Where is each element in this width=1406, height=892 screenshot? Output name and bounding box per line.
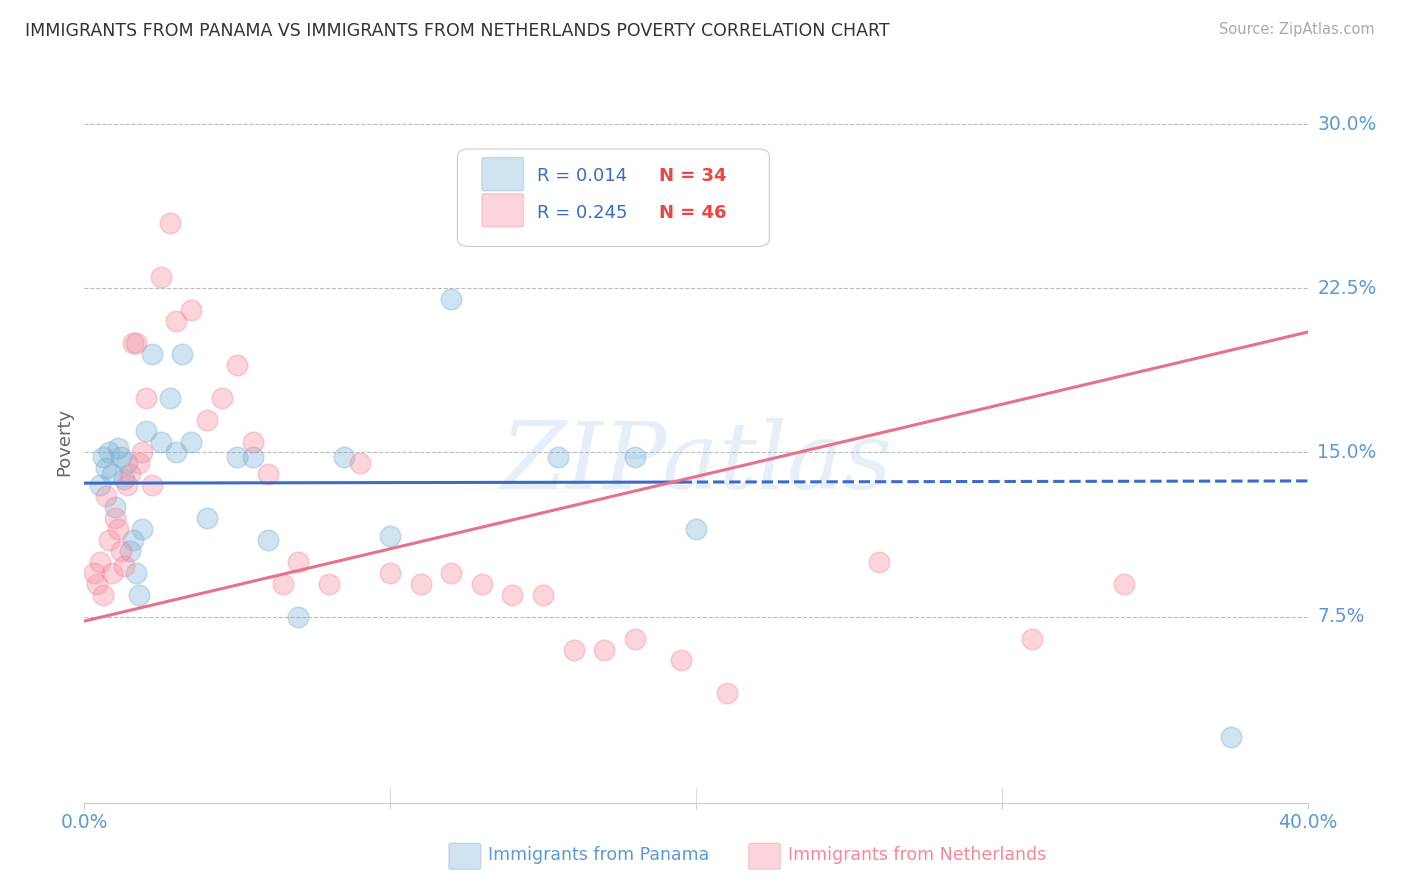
FancyBboxPatch shape bbox=[748, 843, 780, 870]
Point bbox=[91, 450, 114, 464]
Point bbox=[287, 555, 309, 569]
Point bbox=[471, 577, 494, 591]
Point bbox=[94, 460, 117, 475]
FancyBboxPatch shape bbox=[449, 843, 481, 870]
Point bbox=[110, 544, 132, 558]
Point bbox=[89, 555, 111, 569]
Point bbox=[101, 566, 124, 580]
Point bbox=[349, 457, 371, 471]
Point bbox=[242, 450, 264, 464]
Point bbox=[91, 588, 114, 602]
Point bbox=[120, 467, 142, 482]
Point bbox=[112, 472, 135, 486]
Text: Source: ZipAtlas.com: Source: ZipAtlas.com bbox=[1219, 22, 1375, 37]
Point bbox=[180, 434, 202, 449]
Point bbox=[271, 577, 294, 591]
Point bbox=[120, 544, 142, 558]
Point bbox=[593, 642, 616, 657]
Point bbox=[131, 445, 153, 459]
Point bbox=[195, 511, 218, 525]
Point bbox=[242, 434, 264, 449]
FancyBboxPatch shape bbox=[457, 149, 769, 246]
Point bbox=[110, 450, 132, 464]
Text: IMMIGRANTS FROM PANAMA VS IMMIGRANTS FROM NETHERLANDS POVERTY CORRELATION CHART: IMMIGRANTS FROM PANAMA VS IMMIGRANTS FRO… bbox=[25, 22, 890, 40]
Point bbox=[165, 445, 187, 459]
Point bbox=[141, 347, 163, 361]
Point bbox=[562, 642, 585, 657]
Point bbox=[125, 566, 148, 580]
Point bbox=[159, 391, 181, 405]
Point bbox=[1114, 577, 1136, 591]
Point bbox=[83, 566, 105, 580]
Point bbox=[172, 347, 194, 361]
Point bbox=[115, 478, 138, 492]
Point bbox=[94, 489, 117, 503]
Point bbox=[531, 588, 554, 602]
FancyBboxPatch shape bbox=[482, 158, 523, 191]
Point bbox=[226, 450, 249, 464]
Point bbox=[716, 686, 738, 700]
Point bbox=[1021, 632, 1043, 646]
Point bbox=[107, 441, 129, 455]
Text: Immigrants from Netherlands: Immigrants from Netherlands bbox=[787, 846, 1046, 863]
Point bbox=[128, 588, 150, 602]
Text: N = 46: N = 46 bbox=[659, 203, 727, 221]
Point bbox=[112, 559, 135, 574]
Point bbox=[669, 653, 692, 667]
Point bbox=[318, 577, 340, 591]
Y-axis label: Poverty: Poverty bbox=[55, 408, 73, 475]
Point bbox=[159, 216, 181, 230]
Point bbox=[502, 588, 524, 602]
Point bbox=[257, 533, 280, 547]
Text: ZIPatlas: ZIPatlas bbox=[501, 418, 891, 508]
Point bbox=[97, 533, 120, 547]
Text: Immigrants from Panama: Immigrants from Panama bbox=[488, 846, 709, 863]
Point bbox=[624, 450, 647, 464]
Point bbox=[122, 336, 145, 351]
Text: R = 0.014: R = 0.014 bbox=[537, 168, 627, 186]
Point bbox=[107, 522, 129, 536]
Point bbox=[135, 391, 157, 405]
Point bbox=[440, 292, 463, 306]
Point bbox=[380, 566, 402, 580]
Point bbox=[333, 450, 356, 464]
Point bbox=[101, 467, 124, 482]
Point bbox=[104, 500, 127, 515]
Text: N = 34: N = 34 bbox=[659, 168, 727, 186]
Point bbox=[86, 577, 108, 591]
Point bbox=[1220, 730, 1243, 744]
Point bbox=[131, 522, 153, 536]
Point bbox=[226, 358, 249, 372]
Point bbox=[165, 314, 187, 328]
Point bbox=[89, 478, 111, 492]
Point bbox=[141, 478, 163, 492]
Point bbox=[211, 391, 233, 405]
FancyBboxPatch shape bbox=[482, 194, 523, 227]
Point bbox=[149, 270, 172, 285]
Point bbox=[869, 555, 891, 569]
Point bbox=[409, 577, 432, 591]
Point bbox=[115, 457, 138, 471]
Point bbox=[128, 457, 150, 471]
Text: 22.5%: 22.5% bbox=[1317, 279, 1376, 298]
Text: 30.0%: 30.0% bbox=[1317, 114, 1376, 134]
Point bbox=[195, 412, 218, 426]
Point bbox=[624, 632, 647, 646]
Text: 7.5%: 7.5% bbox=[1317, 607, 1365, 626]
Point bbox=[104, 511, 127, 525]
Point bbox=[685, 522, 707, 536]
Text: R = 0.245: R = 0.245 bbox=[537, 203, 627, 221]
Point bbox=[380, 529, 402, 543]
Point bbox=[180, 303, 202, 318]
Text: 15.0%: 15.0% bbox=[1317, 443, 1376, 462]
Point bbox=[149, 434, 172, 449]
Point bbox=[97, 445, 120, 459]
Point bbox=[135, 424, 157, 438]
Point bbox=[125, 336, 148, 351]
Point bbox=[547, 450, 569, 464]
Point bbox=[257, 467, 280, 482]
Point bbox=[122, 533, 145, 547]
Point bbox=[287, 609, 309, 624]
Point bbox=[440, 566, 463, 580]
